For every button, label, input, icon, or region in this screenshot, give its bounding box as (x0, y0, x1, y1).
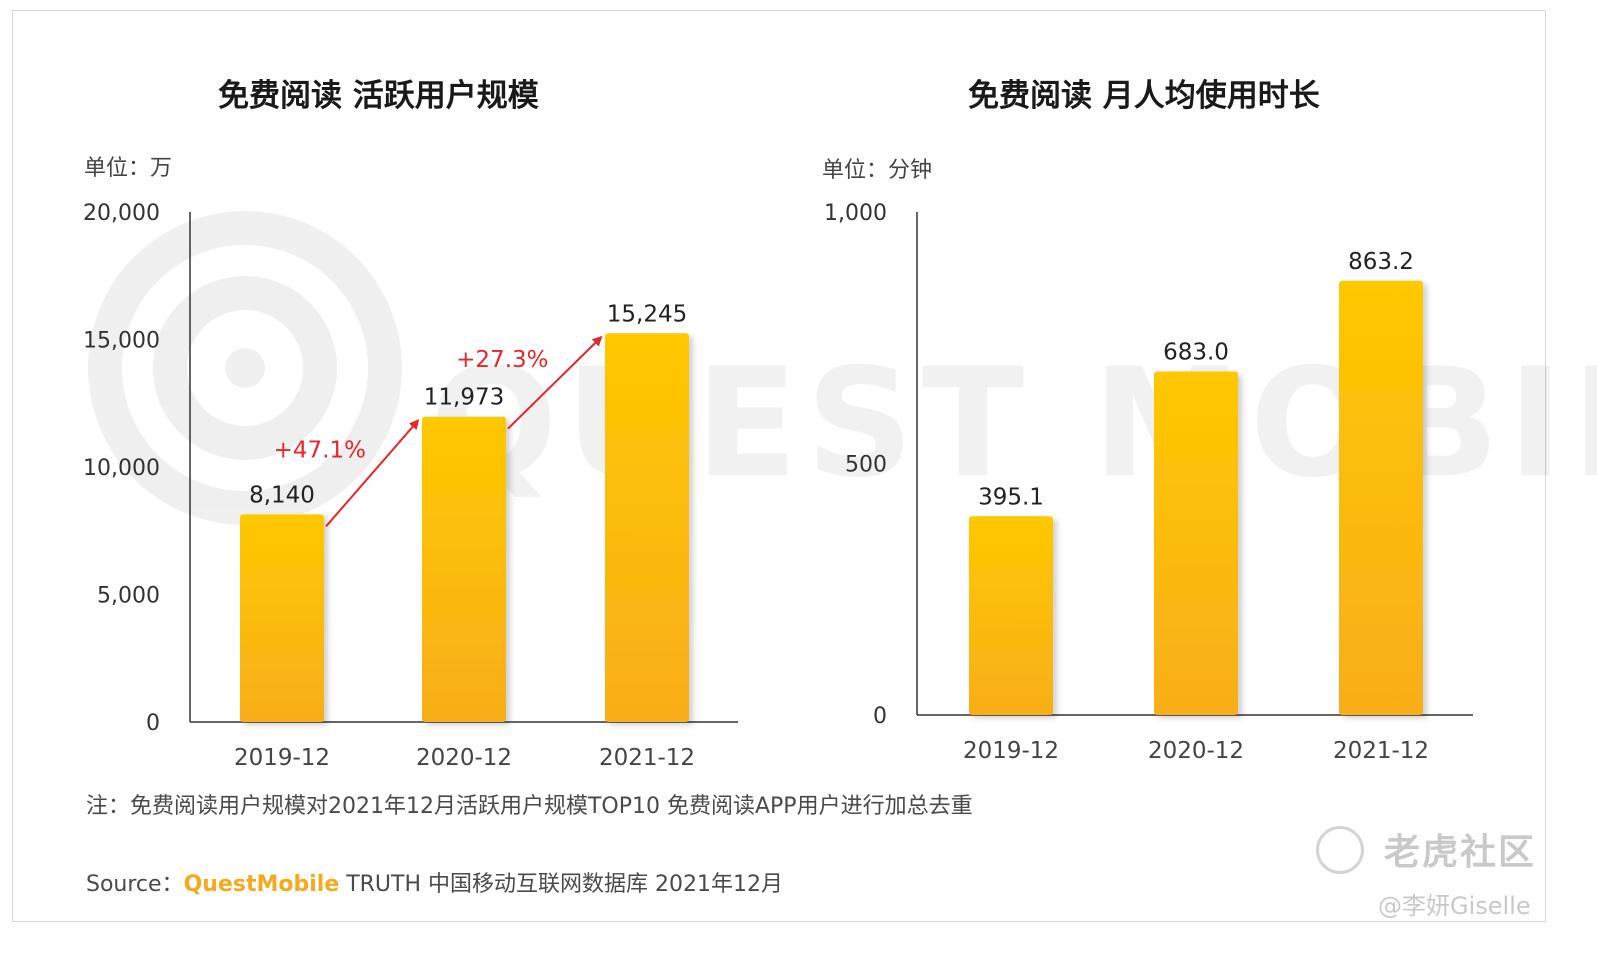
x-tick-label: 2021-12 (599, 745, 695, 771)
bar (422, 416, 506, 722)
chart-title-usage-time: 免费阅读 月人均使用时长 (968, 78, 1320, 114)
bar-value-label: 8,140 (249, 482, 315, 508)
bar (1154, 371, 1238, 715)
y-tick-label: 10,000 (83, 456, 160, 481)
growth-rate-label: +47.1% (274, 438, 366, 464)
x-tick-label: 2019-12 (234, 745, 330, 771)
author-watermark: @李妍Giselle (1378, 892, 1531, 920)
y-tick-label: 20,000 (83, 201, 160, 226)
bar-value-label: 15,245 (607, 301, 687, 327)
growth-arrow (325, 419, 420, 528)
x-tick-label: 2021-12 (1333, 738, 1429, 764)
x-tick-label: 2020-12 (416, 745, 512, 771)
y-tick-label: 500 (845, 453, 887, 478)
tiger-community-watermark: 老虎社区 (1384, 832, 1537, 873)
unit-label-usage-time: 单位：分钟 (822, 158, 933, 183)
x-tick-label: 2019-12 (963, 738, 1059, 764)
bar-value-label: 395.1 (978, 484, 1044, 510)
bar-value-label: 683.0 (1163, 339, 1229, 365)
bar (969, 516, 1053, 715)
x-tick-label: 2020-12 (1148, 738, 1244, 764)
source-brand: QuestMobile (183, 872, 340, 897)
y-tick-label: 15,000 (83, 329, 160, 354)
growth-arrow (507, 335, 603, 430)
tiger-community-logo-icon (1316, 826, 1364, 874)
y-tick-label: 0 (146, 711, 160, 736)
chart-title-active-users: 免费阅读 活跃用户规模 (218, 78, 539, 114)
unit-label-active-users: 单位：万 (84, 156, 173, 181)
source-line: Source：QuestMobile TRUTH 中国移动互联网数据库 2021… (86, 866, 783, 898)
y-tick-label: 0 (873, 704, 887, 729)
footnote: 注：免费阅读用户规模对2021年12月活跃用户规模TOP10 免费阅读APP用户… (86, 794, 973, 819)
bar (240, 514, 324, 722)
source-prefix: Source： (86, 872, 184, 897)
bar (605, 333, 689, 722)
y-tick-label: 1,000 (824, 201, 887, 226)
bar-value-label: 863.2 (1348, 249, 1414, 275)
growth-rate-label: +27.3% (456, 347, 548, 373)
chart-frame (12, 10, 1546, 922)
bar-value-label: 11,973 (424, 385, 504, 411)
bar (1339, 280, 1423, 715)
source-rest: TRUTH 中国移动互联网数据库 2021年12月 (339, 872, 783, 897)
y-tick-label: 5,000 (97, 584, 160, 609)
